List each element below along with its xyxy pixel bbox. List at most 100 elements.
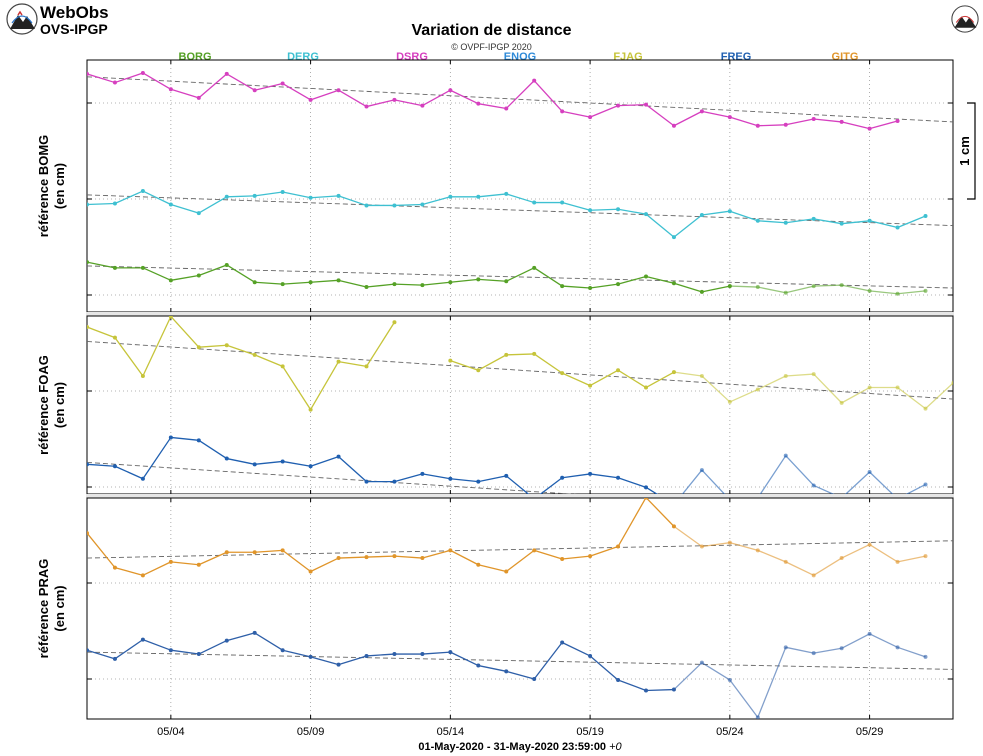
y-axis-label-line2: (en cm) [52,382,67,428]
series-fjag-segment [365,321,395,367]
series-fjag-segment [589,369,619,387]
series-borg-point [644,274,648,279]
series-freg-segment [114,465,144,480]
series-freg-segment [785,455,815,486]
y-axis-label-line1: référence FOAG [36,355,51,455]
series-dsrg-point [699,109,704,114]
series-gitg-segment [813,557,842,576]
series-borg-point [811,284,816,289]
panel-separator [86,494,954,498]
series-fjag-segment [757,375,787,391]
legend-freg: FREG [721,51,752,63]
series-enog-point [923,654,928,659]
series-fjag-point [671,370,676,375]
series-derg-segment [785,218,814,224]
series-borg-point [532,265,537,270]
series-derg-point [755,218,760,223]
series-fjag-point [839,400,844,405]
series-fjag-point [727,399,732,404]
series-enog-segment [813,647,842,654]
scale-bar-line [967,102,976,200]
series-derg-segment [813,218,842,225]
series-borg-segment [590,283,619,289]
series-dsrg-point [280,81,285,86]
series-freg-segment [617,477,647,488]
series-borg-point [308,280,313,285]
series-derg-point [839,221,844,226]
series-borg-segment [645,275,675,284]
series-borg-point [671,281,676,286]
series-derg-segment [114,190,144,205]
series-derg-point [196,211,201,216]
series-freg-segment [539,477,563,494]
series-derg-point [923,214,928,218]
series-enog-segment [561,641,591,657]
series-fjag-segment [673,371,702,377]
series-freg-point [560,475,565,480]
series-fjag-segment [226,344,255,356]
series-dsrg-segment [618,103,647,107]
series-fjag-point [532,351,537,356]
series-enog-segment [701,662,731,681]
series-borg-segment [170,274,199,281]
series-dsrg-trend [87,76,953,123]
series-fjag-segment [701,375,731,403]
series-gitg-point [112,565,117,570]
series-derg-point [364,203,369,208]
series-borg-point [504,279,509,284]
series-fjag-point [476,368,481,373]
series-fjag-point [112,335,117,340]
series-derg-point [699,213,704,218]
series-dsrg-point [867,126,872,131]
series-fjag-point [448,358,453,363]
panel-separator [86,312,954,316]
series-gitg-segment [422,549,451,559]
series-freg-segment [701,469,726,494]
series-gitg-point [364,555,369,560]
series-fjag-point [560,371,565,376]
series-dsrg-point [112,80,117,85]
series-dsrg-segment [757,124,786,127]
series-borg-point [616,282,621,287]
series-borg-segment [87,261,116,269]
series-derg-point [140,189,145,194]
series-gitg-point [811,573,816,578]
series-gitg-segment [310,557,339,573]
series-gitg-segment [282,549,311,572]
series-fjag-point [588,383,593,388]
series-gitg-segment [562,555,591,560]
series-freg-segment [422,473,451,480]
series-dsrg-point [616,103,621,108]
series-borg-segment [617,275,647,285]
series-enog-point [895,645,900,650]
series-gitg-segment [366,555,395,558]
series-enog-segment [422,651,451,655]
series-freg-point [112,464,117,469]
series-fjag-segment [450,360,479,371]
series-borg-segment [505,267,535,282]
series-fjag-segment [142,316,172,377]
series-fjag-point [783,374,788,378]
x-tick-label: 05/14 [437,726,465,738]
time-zone-text: +0 [609,741,622,753]
series-enog-point [699,660,704,665]
series-gitg-point [196,562,201,567]
panel-frame [86,497,954,720]
series-borg-point [560,284,565,289]
series-enog-segment [366,653,395,657]
series-borg-segment [701,285,730,293]
series-enog-point [476,663,481,668]
series-gitg-point [224,550,229,555]
series-fjag-point [196,345,201,350]
series-borg-point [420,283,425,288]
series-freg-point [448,476,453,481]
series-dsrg-point [755,123,760,128]
series-borg-point [727,284,732,289]
series-dsrg-segment [589,104,619,118]
series-enog-segment [198,640,228,655]
series-derg-segment [869,220,898,229]
series-fjag-point [867,385,872,390]
series-dsrg-segment [533,80,563,112]
panel-3: référence PRAG (en cm) [36,494,954,720]
series-gitg-segment [170,561,199,566]
